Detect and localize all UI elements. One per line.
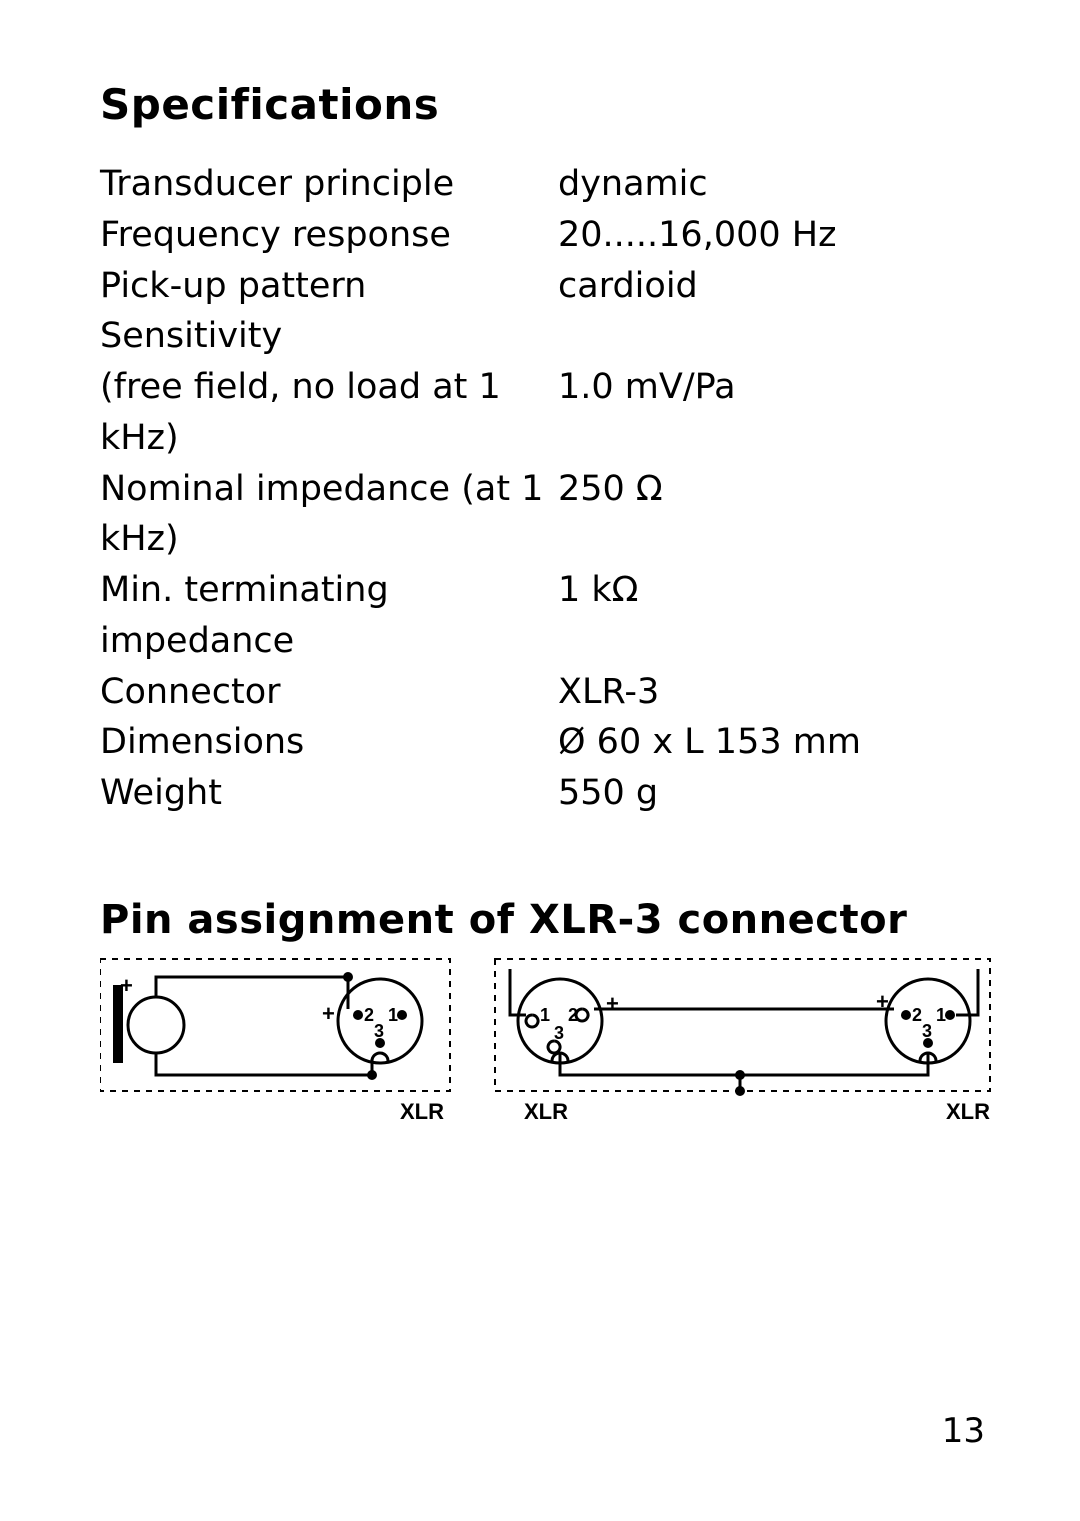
spec-value: XLR-3 <box>558 667 990 718</box>
spec-label: Transducer principle <box>100 159 558 210</box>
xlr-label: XLR <box>524 1099 568 1124</box>
spec-row: ConnectorXLR-3 <box>100 667 990 718</box>
plus-label: + <box>322 1001 335 1026</box>
page: Specifications Transducer principledynam… <box>0 0 1080 1521</box>
spec-row: Frequency response20.....16,000 Hz <box>100 210 990 261</box>
spec-row: Nominal impedance (at 1 kHz)250 Ω <box>100 464 990 566</box>
spec-value: 550 g <box>558 768 990 819</box>
spec-label: Connector <box>100 667 558 718</box>
spec-label: Dimensions <box>100 717 558 768</box>
spec-label: Min. terminating impedance <box>100 565 558 667</box>
spec-value: 1 kΩ <box>558 565 990 667</box>
spec-value: Ø 60 x L 153 mm <box>558 717 990 768</box>
spec-label: Pick-up pattern <box>100 261 558 312</box>
spec-label: Sensitivity(free field, no load at 1 kHz… <box>100 311 558 463</box>
spec-value: 250 Ω <box>558 464 990 566</box>
pin-3-label: 3 <box>374 1021 384 1041</box>
spec-value: 20.....16,000 Hz <box>558 210 990 261</box>
pin-3-label: 3 <box>922 1021 932 1041</box>
spec-row: Pick-up patterncardioid <box>100 261 990 312</box>
pin-2-label: 2 <box>568 1005 578 1025</box>
pin-1-label: 1 <box>540 1005 550 1025</box>
spec-label: Frequency response <box>100 210 558 261</box>
specifications-heading: Specifications <box>100 80 990 129</box>
spec-row: DimensionsØ 60 x L 153 mm <box>100 717 990 768</box>
pin-2-label: 2 <box>364 1005 374 1025</box>
xlr-label: XLR <box>946 1099 990 1124</box>
specifications-table: Transducer principledynamicFrequency res… <box>100 159 990 819</box>
spec-value: cardioid <box>558 261 990 312</box>
spec-row: Min. terminating impedance1 kΩ <box>100 565 990 667</box>
spec-row: Sensitivity(free field, no load at 1 kHz… <box>100 311 990 463</box>
plus-label: + <box>606 991 619 1016</box>
pin-1-label: 1 <box>936 1005 946 1025</box>
pin-2-label: 2 <box>912 1005 922 1025</box>
spec-value: dynamic <box>558 159 990 210</box>
pin-3-label: 3 <box>554 1023 564 1043</box>
xlr-pin-diagram: + + 2 1 3 XLR <box>100 949 990 1149</box>
spec-label: Nominal impedance (at 1 kHz) <box>100 464 558 566</box>
pin-assignment-heading: Pin assignment of XLR-3 connector <box>100 897 990 943</box>
spec-value: 1.0 mV/Pa <box>558 311 990 463</box>
plus-label: + <box>120 973 133 998</box>
pin-1-label: 1 <box>388 1005 398 1025</box>
spec-row: Weight550 g <box>100 768 990 819</box>
xlr-label: XLR <box>400 1099 444 1124</box>
spec-label: Weight <box>100 768 558 819</box>
page-number: 13 <box>942 1411 985 1451</box>
spec-row: Transducer principledynamic <box>100 159 990 210</box>
